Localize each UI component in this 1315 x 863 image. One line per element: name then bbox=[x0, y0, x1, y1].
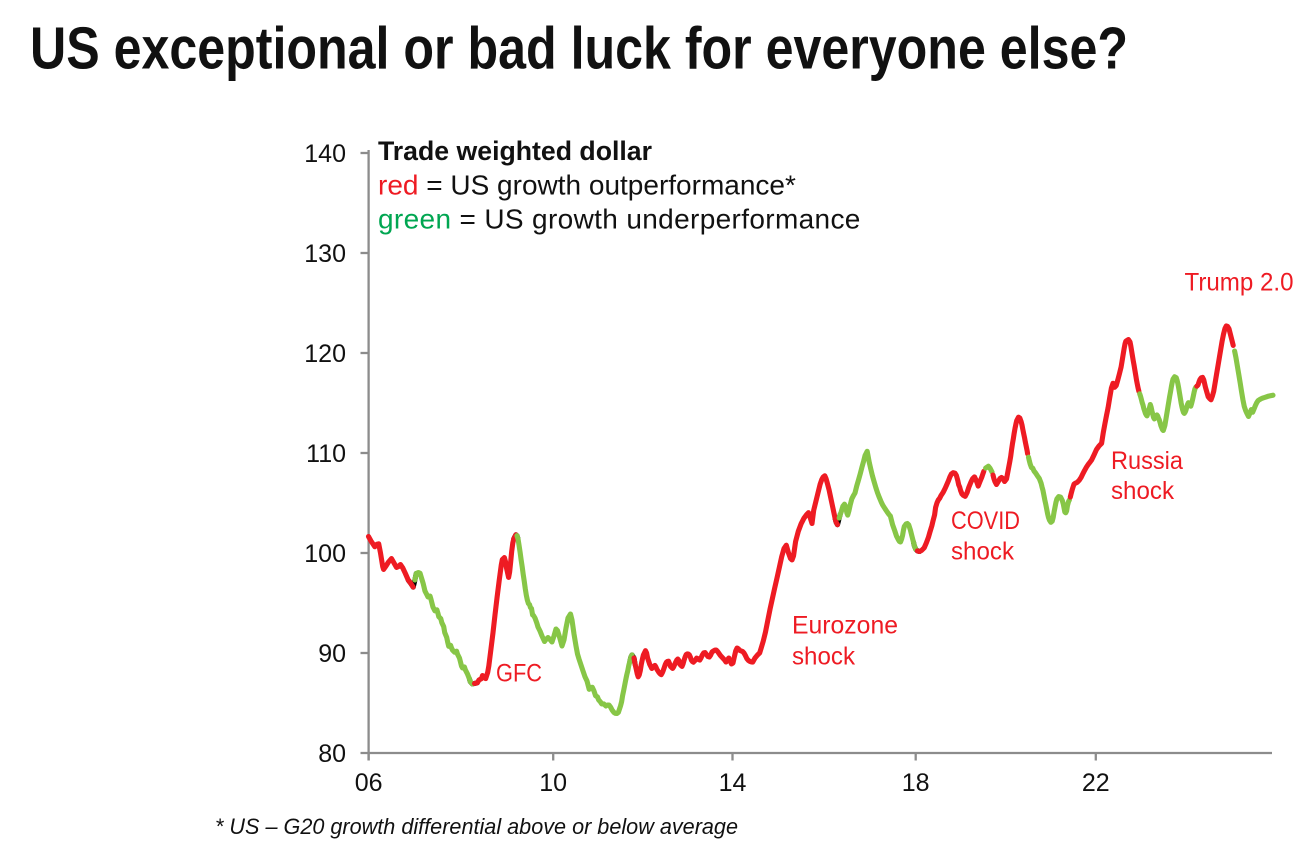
svg-text:130: 130 bbox=[304, 240, 346, 268]
svg-text:10: 10 bbox=[539, 769, 567, 797]
svg-text:22: 22 bbox=[1082, 769, 1110, 797]
svg-text:14: 14 bbox=[719, 769, 747, 797]
svg-text:100: 100 bbox=[304, 540, 346, 568]
svg-text:* US – G20 growth differential: * US – G20 growth differential above or … bbox=[215, 814, 738, 839]
svg-text:shock: shock bbox=[951, 538, 1014, 566]
svg-text:110: 110 bbox=[306, 440, 346, 468]
svg-text:Trade weighted dollar: Trade weighted dollar bbox=[378, 136, 652, 166]
svg-text:GFC: GFC bbox=[496, 660, 542, 688]
svg-text:06: 06 bbox=[355, 769, 383, 797]
svg-text:90: 90 bbox=[318, 640, 346, 668]
svg-text:Eurozone: Eurozone bbox=[792, 612, 898, 640]
svg-text:red = US growth outperformance: red = US growth outperformance* bbox=[378, 170, 796, 201]
svg-text:120: 120 bbox=[304, 340, 346, 368]
svg-text:80: 80 bbox=[318, 740, 346, 768]
svg-text:COVID: COVID bbox=[951, 507, 1020, 535]
svg-text:US exceptional or bad luck for: US exceptional or bad luck for everyone … bbox=[30, 16, 1128, 82]
svg-text:Russia: Russia bbox=[1111, 447, 1183, 475]
svg-text:green = US growth underperform: green = US growth underperformance bbox=[378, 204, 861, 235]
svg-text:shock: shock bbox=[1111, 477, 1174, 505]
svg-text:shock: shock bbox=[792, 643, 855, 671]
svg-text:18: 18 bbox=[902, 769, 930, 797]
svg-text:140: 140 bbox=[304, 140, 346, 168]
svg-text:Trump 2.0: Trump 2.0 bbox=[1185, 269, 1294, 297]
